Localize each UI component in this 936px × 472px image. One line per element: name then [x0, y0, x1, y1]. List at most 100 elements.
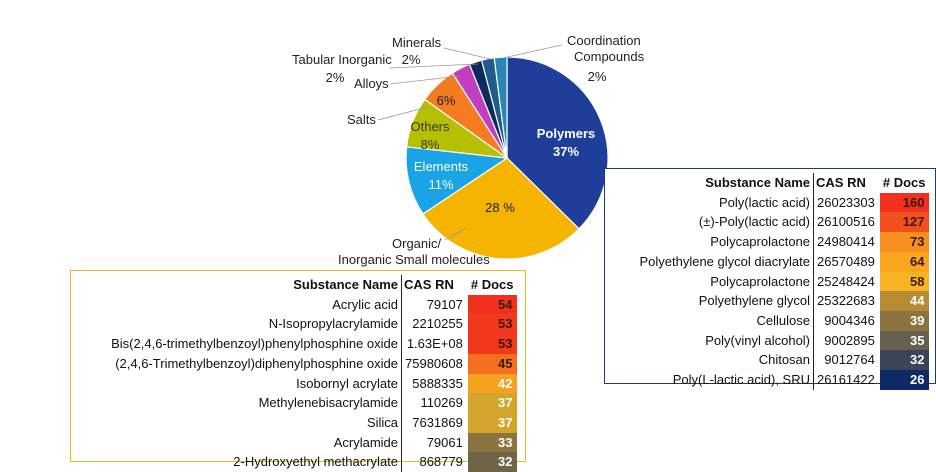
cell-docs-count: 53: [467, 314, 517, 335]
organic-substances-table: Substance Name CAS RN # Docs Acrylic aci…: [108, 275, 517, 472]
table-row: Polyethylene glycol 25322683 44: [636, 291, 929, 311]
cell-substance-name: Polycaprolactone: [636, 271, 815, 292]
slice-percent-tabular-inorganic: 2%: [326, 70, 345, 85]
cell-substance-name: (±)-Poly(lactic acid): [636, 212, 815, 233]
cell-cas-rn: 26161422: [817, 372, 875, 388]
leader-line-organic-inorganic-small-molecules: [444, 227, 467, 241]
slice-label-polymers: Polymers: [537, 126, 596, 141]
slice-percent-others: 8%: [421, 137, 440, 152]
slice-label-coordination-compounds: Compounds: [574, 49, 645, 64]
slice-label-minerals: Minerals: [392, 35, 442, 50]
cell-docs-count: 35: [879, 330, 929, 351]
cell-substance-name: (2,4,6-Trimethylbenzoyl)diphenylphosphin…: [108, 353, 403, 374]
table-row: Acrylamide 79061 33: [108, 432, 517, 453]
column-header-substance-name: Substance Name: [636, 173, 815, 193]
slice-label-alloys: Alloys: [354, 76, 389, 91]
slice-label-elements: Elements: [414, 159, 469, 174]
cell-cas-rn: 5888335: [412, 375, 463, 391]
cell-docs-count: 44: [879, 291, 929, 311]
cell-substance-name: Polyethylene glycol: [636, 291, 815, 311]
cell-substance-name: Acrylamide: [108, 432, 403, 453]
slice-percent-minerals: 2%: [402, 52, 421, 67]
cell-cas-rn: 26100516: [817, 214, 875, 230]
leader-line-alloys: [389, 75, 461, 85]
table-row: Isobornyl acrylate 5888335 42: [108, 373, 517, 394]
cell-docs-count: 26: [879, 370, 929, 390]
slice-label-others: Others: [410, 119, 450, 134]
cell-substance-name: Polycaprolactone: [636, 232, 815, 252]
table-row: Methylenebisacrylamide 110269 37: [108, 393, 517, 413]
leader-line-minerals: [443, 47, 491, 60]
cell-cas-rn: 79061: [426, 434, 463, 450]
table-row: Poly(vinyl alcohol) 9002895 35: [636, 330, 929, 351]
cell-cas-rn: 110269: [420, 395, 463, 411]
cell-docs-count: 160: [879, 192, 929, 213]
cell-cas-rn: 7631869: [412, 414, 463, 430]
cell-cas-rn: 9012764: [824, 352, 875, 368]
slice-label-organic-inorganic-small-molecules: Organic/: [392, 236, 442, 251]
cell-cas-rn: 25248424: [817, 273, 875, 289]
cell-cas-rn: 26023303: [817, 194, 875, 210]
cell-cas-rn: 1.63E+08: [406, 336, 463, 352]
pie-slice-polymers: [506, 56, 609, 230]
cell-docs-count: 33: [467, 432, 517, 453]
column-header-docs: # Docs: [470, 277, 514, 292]
cell-substance-name: Silica: [108, 412, 403, 433]
cell-substance-name: Chitosan: [636, 350, 815, 371]
slice-label-organic-inorganic-small-molecules: Inorganic Small molecules: [338, 252, 490, 267]
slice-label-salts: Salts: [347, 112, 376, 127]
leader-line-coordination-compounds: [502, 44, 563, 59]
cell-docs-count: 32: [467, 452, 517, 472]
table-row: Cellulose 9004346 39: [636, 310, 929, 331]
cell-cas-rn: 25322683: [817, 293, 875, 309]
table-row: Acrylic acid 79107 54: [108, 294, 517, 315]
cell-docs-count: 37: [467, 412, 517, 433]
column-header-cas-rn: CAS RN: [404, 277, 454, 292]
cell-substance-name: Acrylic acid: [108, 294, 403, 315]
polymer-substances-table: Substance Name CAS RN # Docs Poly(lactic…: [636, 173, 929, 390]
cell-docs-count: 64: [879, 251, 929, 272]
organic-substances-table-panel: Substance Name CAS RN # Docs Acrylic aci…: [70, 270, 526, 472]
cell-substance-name: Methylenebisacrylamide: [108, 393, 403, 413]
cell-docs-count: 42: [467, 373, 517, 394]
table-row: Polycaprolactone 24980414 73: [636, 232, 929, 252]
column-header-cas-rn: CAS RN: [816, 175, 866, 190]
slice-label-tabular-inorganic: Tabular Inorganic: [292, 52, 392, 67]
cell-docs-count: 37: [467, 393, 517, 413]
cell-substance-name: Polyethylene glycol diacrylate: [636, 251, 815, 272]
slice-percent-elements: 11%: [428, 177, 453, 192]
table-row: N-Isopropylacrylamide 2210255 53: [108, 314, 517, 335]
slice-percent-salts: 6%: [437, 93, 456, 108]
cell-substance-name: Bis(2,4,6-trimethylbenzoyl)phenylphosphi…: [108, 334, 403, 354]
cell-cas-rn: 79107: [426, 296, 463, 312]
slice-label-coordination-compounds: Coordination: [567, 33, 641, 48]
cell-substance-name: Poly(lactic acid): [636, 192, 815, 213]
cell-cas-rn: 75980608: [405, 355, 463, 371]
cell-substance-name: Poly(L-lactic acid), SRU: [636, 370, 815, 390]
leader-line-tabular-inorganic: [388, 63, 479, 69]
cell-substance-name: Poly(vinyl alcohol): [636, 330, 815, 351]
leader-line-salts: [377, 106, 429, 121]
pie-slice-elements: [405, 146, 509, 215]
table-row: Poly(lactic acid) 26023303 160: [636, 192, 929, 213]
cell-docs-count: 73: [879, 232, 929, 252]
cell-cas-rn: 9002895: [824, 332, 875, 348]
slice-percent-polymers: 37%: [553, 144, 579, 159]
cell-substance-name: Cellulose: [636, 310, 815, 331]
column-header-substance-name: Substance Name: [108, 275, 403, 295]
cell-cas-rn: 24980414: [817, 234, 875, 250]
polymer-substances-table-panel: Substance Name CAS RN # Docs Poly(lactic…: [604, 168, 936, 390]
table-row: Polycaprolactone 25248424 58: [636, 271, 929, 292]
cell-docs-count: 39: [879, 310, 929, 331]
cell-docs-count: 53: [467, 334, 517, 354]
slice-percent-organic-inorganic-small-molecules: 28 %: [485, 200, 515, 215]
column-header-docs: # Docs: [882, 175, 926, 190]
table-row: Poly(L-lactic acid), SRU 26161422 26: [636, 370, 929, 390]
cell-docs-count: 58: [879, 271, 929, 292]
cell-cas-rn: 868779: [419, 454, 463, 470]
cell-cas-rn: 26570489: [817, 253, 875, 269]
cell-substance-name: N-Isopropylacrylamide: [108, 314, 403, 335]
pie-slice-organic-inorganic-small-molecules: [422, 157, 580, 260]
slice-percent-coordination-compounds: 2%: [588, 69, 607, 84]
